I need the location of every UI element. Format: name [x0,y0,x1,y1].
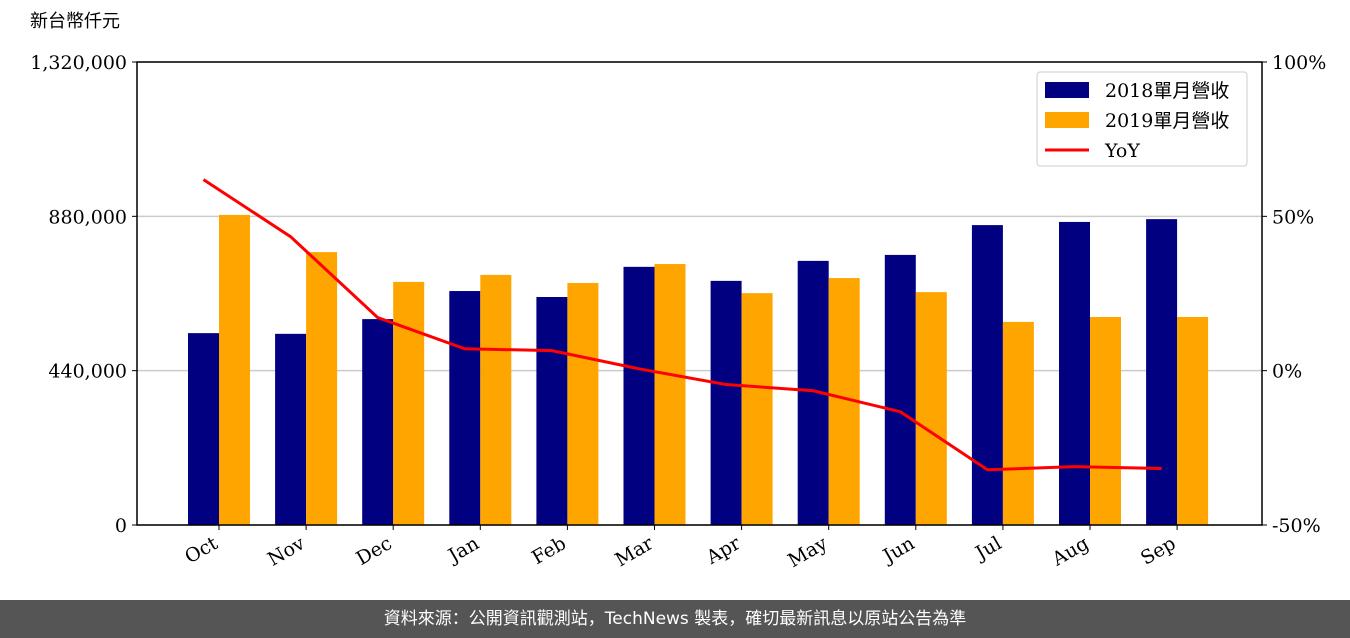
bar [971,225,1003,525]
bar [915,292,947,525]
x-tick-label: Apr [702,532,745,569]
legend-label: 2018單月營收 [1105,80,1229,102]
y2-tick-label: 0% [1272,361,1302,383]
bar [219,214,250,525]
footer: 資料來源：公開資訊觀測站，TechNews 製表，確切最新訊息以原站公告為準 [0,600,1350,638]
yoy-line [202,178,1162,472]
bar [1059,221,1090,526]
y-tick-label: 440,000 [48,361,127,383]
legend-swatch [1045,82,1089,98]
bar [188,333,219,525]
y-tick-label: 880,000 [48,206,127,228]
x-tick-label: Jul [970,532,1005,565]
bar [480,274,512,525]
legend-swatch [1045,112,1089,128]
bar [1177,317,1209,525]
bar [623,266,655,525]
bar [449,291,481,525]
bar [306,252,338,526]
bar [741,293,773,525]
bar [567,282,599,525]
bar [536,297,568,525]
y-axis-label: 新台幣仟元 [30,11,120,32]
x-tick-label: Jun [878,532,919,568]
legend-box [1036,71,1248,167]
y-tick-label: 0 [115,515,127,537]
x-tick-label: Oct [181,532,222,568]
bar [654,264,686,525]
y2-tick-label: -50% [1272,515,1321,537]
x-tick-label: Jan [443,532,483,568]
y2-tick-label: 50% [1272,206,1314,228]
bar [710,280,742,525]
bar [1146,219,1178,525]
x-tick-label: Aug [1048,532,1093,571]
legend-label: 2019單月營收 [1105,110,1229,132]
legend-label: YoY [1104,140,1140,162]
bar [393,281,425,525]
bar [1090,317,1121,525]
bar [1002,321,1034,525]
y2-tick-label: 100% [1272,52,1326,74]
x-tick-label: Dec [353,532,396,570]
plot-frame [136,61,1263,526]
x-tick-label: Feb [528,532,570,569]
chart: 新台幣仟元 0 440,000 880,000 1,320,000 -50% 0% 50% 1… [30,11,1326,572]
x-tick-label: Sep [1137,532,1180,569]
bar [884,254,916,525]
x-tick-label: May [784,532,831,572]
bar [362,319,394,525]
bar [275,333,307,525]
x-tick-label: Mar [611,532,657,571]
y-tick-label: 1,320,000 [30,52,127,74]
x-tick-label: Nov [264,532,309,571]
